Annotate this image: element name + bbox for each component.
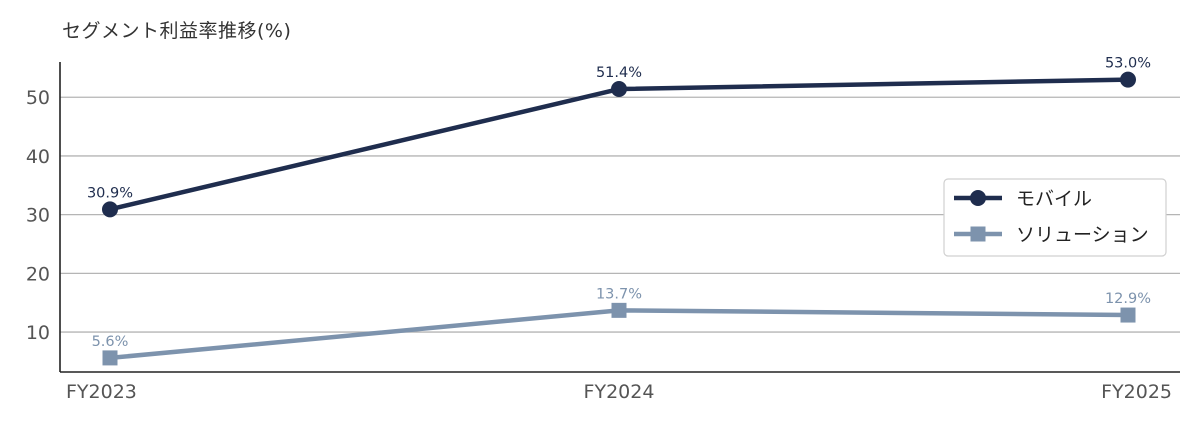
legend-marker xyxy=(970,190,986,206)
data-label: 30.9% xyxy=(87,185,133,201)
data-point xyxy=(611,302,627,318)
x-tick-label: FY2025 xyxy=(1101,381,1172,403)
x-tick-label: FY2024 xyxy=(584,381,655,403)
x-tick-label: FY2023 xyxy=(66,381,137,403)
y-tick-label: 10 xyxy=(26,322,50,344)
legend-marker xyxy=(970,226,986,242)
chart-title: セグメント利益率推移(%) xyxy=(62,20,292,42)
data-label: 51.4% xyxy=(596,65,642,81)
data-label: 12.9% xyxy=(1105,291,1151,307)
data-label: 53.0% xyxy=(1105,56,1151,72)
y-tick-label: 30 xyxy=(26,205,50,227)
data-label: 13.7% xyxy=(596,286,642,302)
series-group: 30.9% 51.4% 53.0% 5.6% 13.7% 12.9% xyxy=(87,56,1151,366)
y-tick-label: 50 xyxy=(26,87,50,109)
legend-label: ソリューション xyxy=(1016,224,1149,246)
data-point xyxy=(102,350,118,366)
y-tick-label: 20 xyxy=(26,263,50,285)
legend-label: モバイル xyxy=(1016,188,1092,210)
data-point xyxy=(611,81,627,98)
grid-lines xyxy=(60,96,1180,333)
data-label: 5.6% xyxy=(92,334,129,350)
axes xyxy=(59,62,1180,373)
tick-labels: 10 20 30 40 50 FY2023 FY2024 FY2025 xyxy=(26,87,1172,403)
y-tick-label: 40 xyxy=(26,146,50,168)
data-point xyxy=(1120,307,1136,323)
data-point xyxy=(1120,71,1136,88)
data-point xyxy=(102,201,118,218)
